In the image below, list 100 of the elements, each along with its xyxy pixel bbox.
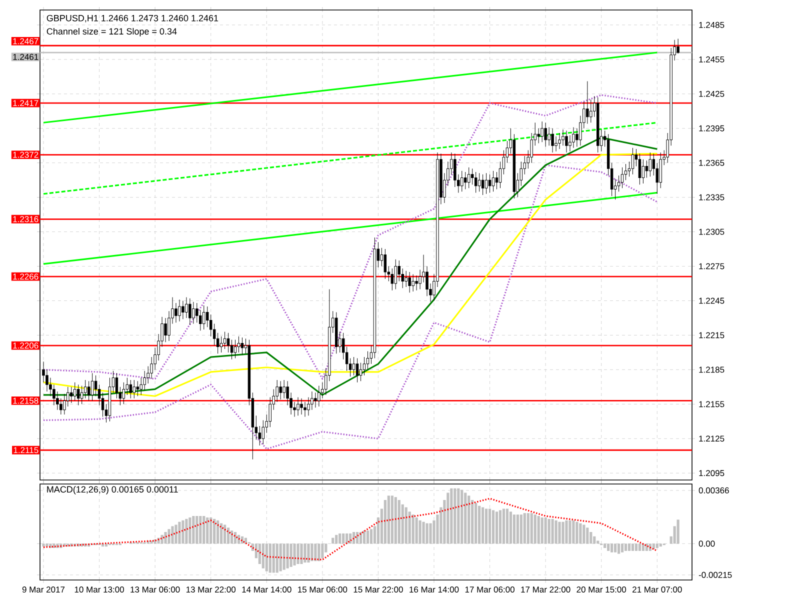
bar (492, 510, 495, 544)
bar (296, 544, 300, 564)
bar (362, 530, 366, 544)
bar (265, 544, 268, 572)
bar (387, 496, 390, 544)
chart-title: GBPUSD,H1 1.2466 1.2473 1.2460 1.2461 (46, 14, 218, 22)
candlestick (42, 361, 45, 383)
candlestick (143, 370, 146, 391)
candlestick (223, 332, 226, 350)
bar (321, 544, 324, 558)
y-tick-label: 1.2125 (699, 436, 724, 442)
candlestick (276, 380, 278, 402)
candlestick (548, 126, 550, 146)
candlestick (178, 299, 181, 322)
candlestick (122, 382, 126, 404)
candlestick (52, 384, 56, 406)
bar (199, 516, 202, 544)
bar (554, 520, 558, 544)
bar (506, 508, 509, 544)
bar (335, 534, 338, 544)
bar (304, 544, 306, 563)
bar (192, 516, 195, 544)
candlestick (115, 372, 118, 399)
candlestick (101, 392, 104, 418)
candlestick (474, 172, 478, 193)
candlestick (126, 377, 129, 396)
candlestick (94, 375, 98, 396)
bar (300, 544, 303, 564)
bar (366, 530, 370, 544)
bar (610, 544, 614, 552)
bar (196, 516, 198, 544)
y-tick-label: 1.2365 (699, 160, 724, 166)
bar (174, 524, 178, 544)
bar (495, 512, 498, 544)
candlestick (188, 298, 192, 326)
candlestick (484, 172, 488, 194)
bar (484, 508, 488, 544)
bar (210, 517, 212, 544)
candlestick (185, 297, 188, 318)
candlestick (98, 384, 101, 406)
bar (401, 504, 404, 544)
ref-line-label: 1.2461 (13, 54, 38, 60)
x-tick-label: 9 Mar 2017 (22, 586, 65, 593)
ref-line-label: 1.2115 (14, 447, 38, 454)
candlestick (310, 391, 314, 410)
bar (530, 513, 533, 544)
bar (498, 510, 502, 544)
x-tick-label: 16 Mar 14:00 (410, 586, 459, 593)
bar (279, 544, 282, 572)
candlestick (262, 420, 265, 445)
bar (202, 516, 206, 544)
bar (579, 523, 582, 544)
bar (596, 540, 600, 544)
candlestick (282, 380, 286, 399)
candlestick (216, 332, 220, 354)
candlestick (460, 170, 464, 192)
candlestick (300, 398, 303, 415)
candlestick (648, 152, 652, 177)
bar (168, 529, 170, 544)
candlestick (286, 380, 289, 406)
x-tick-label: 13 Mar 22:00 (186, 586, 236, 593)
candlestick (314, 392, 317, 408)
bar (568, 520, 572, 544)
bar (516, 514, 519, 544)
candlestick (237, 336, 240, 353)
bar (290, 544, 292, 567)
bar (512, 514, 516, 544)
ref-line-label: 1.2158 (13, 398, 38, 404)
candlestick (488, 174, 492, 193)
candlestick (366, 351, 370, 370)
candlestick (132, 380, 136, 399)
candlestick (307, 397, 310, 416)
bar (520, 514, 522, 544)
bar (404, 507, 408, 544)
candlestick (192, 302, 195, 324)
bar (332, 538, 334, 544)
bar (502, 508, 506, 544)
bar (262, 544, 264, 568)
candlestick (544, 122, 547, 147)
candlestick (537, 128, 540, 144)
x-tick-label: 10 Mar 13:00 (74, 586, 124, 593)
bar (548, 518, 550, 544)
candlestick (638, 153, 642, 185)
candlestick (565, 130, 568, 153)
bar (307, 544, 310, 563)
bar (604, 544, 606, 548)
y-tick-label: 1.2275 (699, 263, 724, 270)
candlestick (87, 380, 90, 401)
candlestick (464, 172, 467, 190)
candlestick (206, 306, 209, 328)
bar (576, 522, 578, 544)
bar (620, 544, 624, 552)
bar (293, 544, 296, 566)
bar (394, 497, 397, 544)
candlestick (642, 159, 645, 184)
candlestick (540, 121, 544, 142)
y-tick-label: 1.2185 (699, 366, 724, 373)
candlestick (481, 174, 484, 196)
bar (526, 513, 530, 544)
candlestick (398, 260, 400, 282)
